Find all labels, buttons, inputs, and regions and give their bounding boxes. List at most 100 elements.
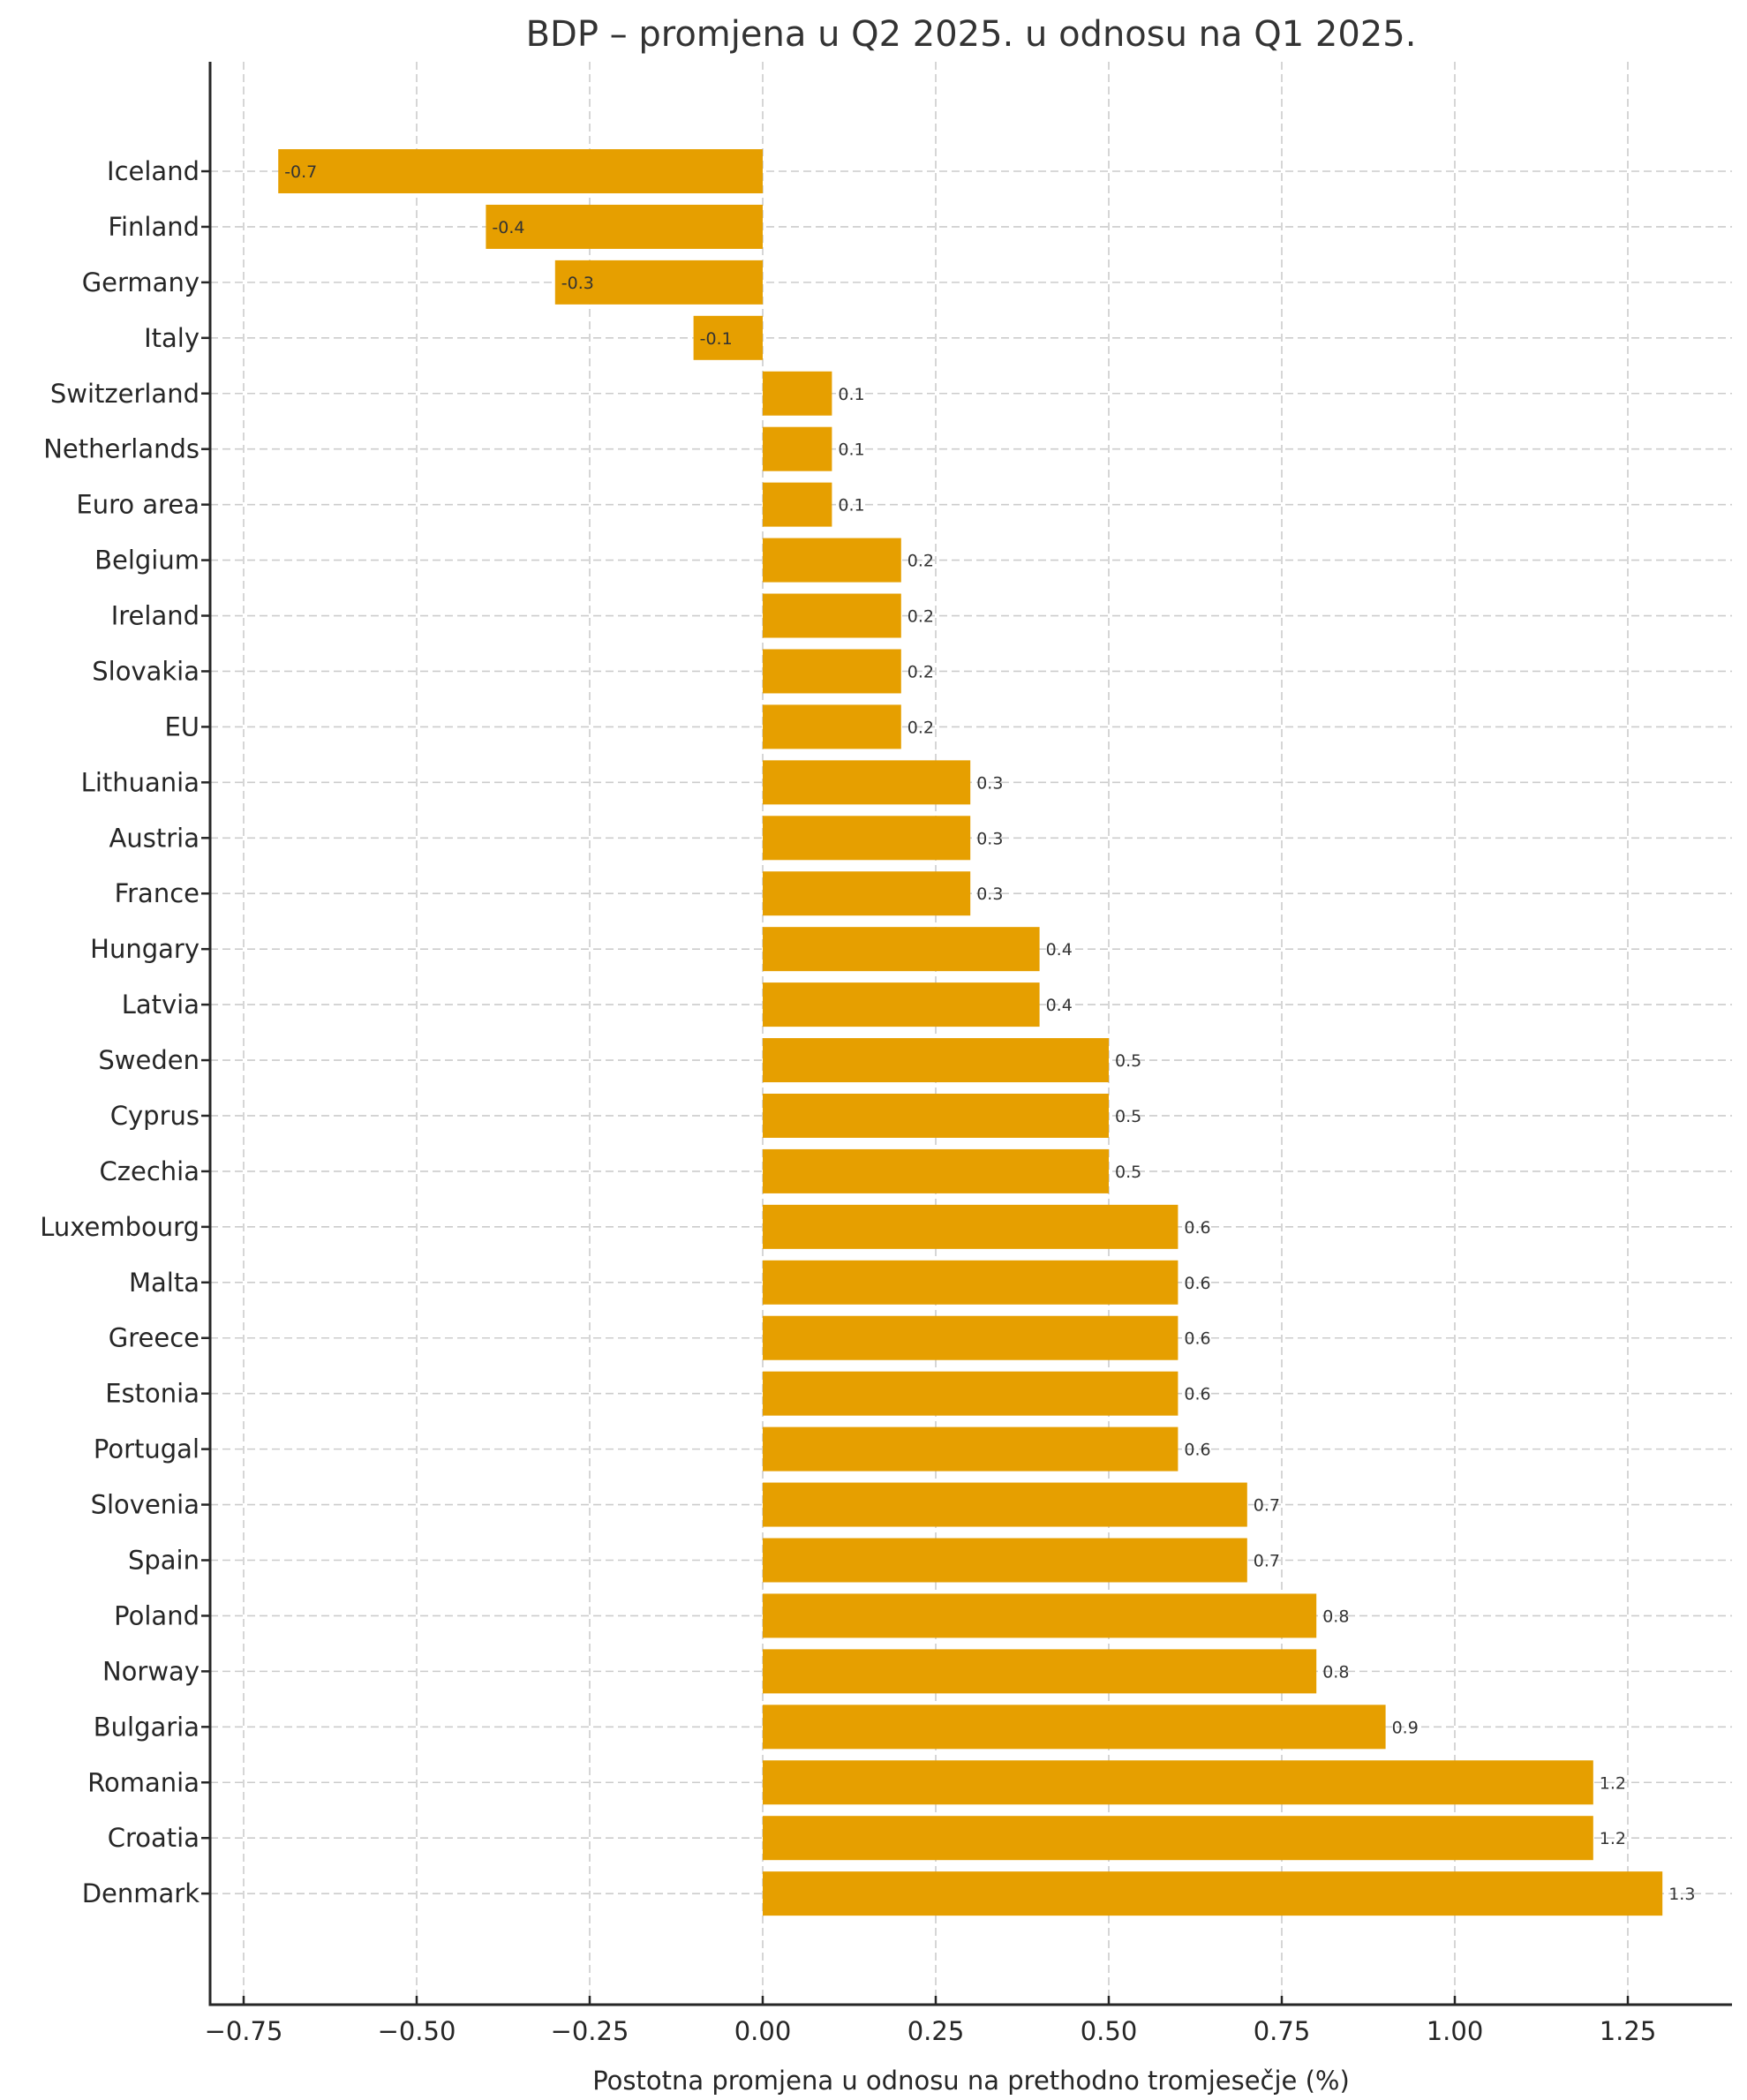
data-label: 0.1	[838, 385, 864, 404]
data-label: 0.6	[1184, 1274, 1210, 1293]
bar-iceland	[278, 149, 763, 193]
x-tick-label: 0.25	[907, 2016, 965, 2046]
x-tick-label: −0.25	[551, 2016, 629, 2046]
y-tick-label: Lithuania	[81, 767, 200, 797]
y-tick-label: Portugal	[94, 1434, 200, 1464]
y-tick-label: Euro area	[76, 490, 200, 520]
bar-luxembourg	[763, 1204, 1178, 1249]
y-tick-label: Norway	[102, 1656, 200, 1686]
bar-czechia	[763, 1148, 1109, 1193]
bar-malta	[763, 1260, 1178, 1305]
data-label: 0.1	[838, 496, 864, 516]
bar-spain	[763, 1538, 1247, 1583]
bar-hungary	[763, 927, 1040, 972]
y-tick-label: Poland	[114, 1600, 200, 1630]
data-label: -0.1	[700, 329, 733, 349]
y-tick-label: Iceland	[107, 156, 200, 186]
bar-austria	[763, 816, 971, 861]
y-tick-label: Estonia	[105, 1379, 200, 1409]
data-label: 0.8	[1322, 1662, 1349, 1682]
bar-norway	[763, 1649, 1317, 1694]
data-label: 0.4	[1046, 940, 1073, 960]
bar-eu	[763, 704, 901, 749]
y-tick-label: Slovenia	[91, 1490, 200, 1520]
y-tick-label: Finland	[108, 212, 200, 242]
data-label: -0.7	[284, 162, 317, 182]
bar-croatia	[763, 1816, 1593, 1861]
data-label: 0.4	[1046, 996, 1073, 1015]
bar-sweden	[763, 1038, 1109, 1083]
bar-lithuania	[763, 760, 971, 805]
data-label: 0.3	[976, 829, 1003, 848]
data-label: -0.3	[561, 274, 594, 293]
y-tick-label: Belgium	[94, 546, 200, 576]
bar-ireland	[763, 593, 901, 638]
bar-finland	[486, 204, 763, 249]
x-tick-label: 1.00	[1427, 2016, 1484, 2046]
data-label: 0.2	[907, 718, 934, 737]
x-tick-label: −0.75	[205, 2016, 283, 2046]
bar-netherlands	[763, 426, 832, 471]
data-label: 0.6	[1184, 1218, 1210, 1238]
data-label: 1.3	[1668, 1885, 1695, 1904]
data-label: 0.6	[1184, 1329, 1210, 1349]
data-label: 0.8	[1322, 1607, 1349, 1626]
y-tick-label: Czechia	[100, 1156, 200, 1186]
data-labels: -0.7 -0.4 -0.3 -0.1 0.1 0.1 0.1 0.2 0.2 0.2 0.2 0.3…	[284, 162, 1695, 1904]
y-tick-label: Romania	[87, 1767, 200, 1797]
data-label: 0.7	[1254, 1496, 1280, 1516]
x-tick-label: −0.50	[378, 2016, 456, 2046]
data-label: 0.7	[1254, 1552, 1280, 1571]
y-tick-label: France	[115, 878, 200, 908]
data-label: 0.2	[907, 607, 934, 627]
bars	[278, 149, 1663, 1916]
bar-euro-area	[763, 482, 832, 527]
y-tick-labels: Iceland Finland Germany Italy Switzerland Net…	[40, 156, 200, 1908]
data-label: 0.5	[1115, 1163, 1141, 1182]
x-tick-label: 0.75	[1254, 2016, 1311, 2046]
y-tick-label: Netherlands	[43, 434, 200, 464]
bar-cyprus	[763, 1093, 1109, 1138]
data-label: -0.4	[492, 218, 524, 237]
bar-greece	[763, 1315, 1178, 1360]
y-tick-label: Cyprus	[110, 1101, 200, 1131]
bar-portugal	[763, 1426, 1178, 1472]
y-tick-label: Switzerland	[50, 379, 200, 409]
y-tick-label: Italy	[144, 323, 200, 353]
chart-title: BDP – promjena u Q2 2025. u odnosu na Q1…	[526, 14, 1417, 55]
data-label: 1.2	[1600, 1829, 1626, 1848]
y-tick-label: Bulgaria	[94, 1712, 200, 1742]
data-label: 0.9	[1392, 1718, 1419, 1737]
y-tick-label: Germany	[82, 267, 200, 297]
bar-slovenia	[763, 1482, 1247, 1527]
y-tick-label: Ireland	[111, 601, 200, 631]
y-tick-label: Slovakia	[92, 656, 200, 686]
data-label: 1.2	[1600, 1773, 1626, 1793]
data-label: 0.6	[1184, 1441, 1210, 1460]
bar-france	[763, 871, 971, 916]
y-tick-label: Latvia	[122, 990, 200, 1020]
y-tick-label: Sweden	[98, 1045, 200, 1075]
data-label: 0.5	[1115, 1051, 1141, 1071]
data-label: 0.5	[1115, 1107, 1141, 1126]
y-tick-label: Denmark	[82, 1878, 200, 1908]
bar-switzerland	[763, 371, 832, 416]
y-tick-label: Malta	[129, 1268, 200, 1298]
x-axis-label: Postotna promjena u odnosu na prethodno …	[592, 2066, 1350, 2096]
data-label: 0.6	[1184, 1385, 1210, 1404]
y-tick-label: Hungary	[90, 934, 200, 964]
bar-germany	[554, 260, 763, 305]
bar-estonia	[763, 1371, 1178, 1416]
data-label: 0.2	[907, 552, 934, 571]
y-tick-label: Croatia	[108, 1823, 200, 1853]
bar-poland	[763, 1593, 1317, 1638]
x-tick-labels: −0.75 −0.50 −0.25 0.00 0.25 0.50 0.75 1.00 1.25	[205, 2016, 1657, 2046]
y-tick-label: Luxembourg	[40, 1212, 200, 1242]
bar-bulgaria	[763, 1705, 1386, 1750]
y-tick-label: Greece	[109, 1323, 200, 1353]
data-label: 0.3	[976, 884, 1003, 904]
bar-romania	[763, 1760, 1593, 1805]
bar-denmark	[763, 1871, 1663, 1916]
x-tick-label: 0.00	[734, 2016, 792, 2046]
